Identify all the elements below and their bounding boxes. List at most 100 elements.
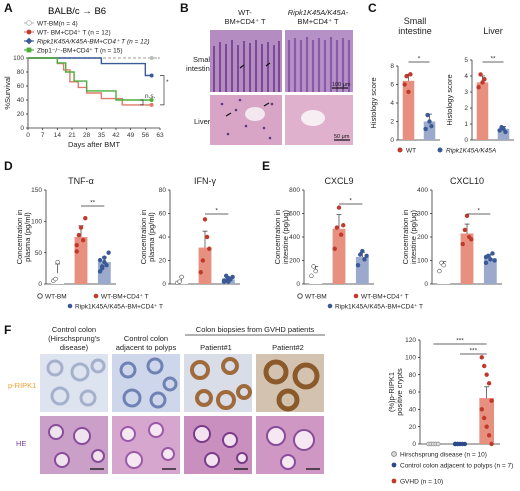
x-axis-label: Days after BMT [68, 140, 121, 149]
histology-image [210, 30, 282, 92]
panel-a: A BALB/c → B6 WT-BM(n = 4) WT- BM+CD4⁺ T… [3, 1, 169, 149]
y-tick-label: 4 [390, 100, 394, 107]
tnf-chart: 0 50 100 150 TNF-α Concentration in plasma (pg… [15, 176, 116, 288]
bar [198, 247, 212, 284]
data-point [406, 89, 411, 95]
histology-liver-wt [210, 95, 282, 145]
panel-c: C 0 2 4 6 8 Small Histology score * intestine 0 1… [368, 1, 514, 155]
data-point [102, 255, 107, 260]
arrow-marker [225, 102, 270, 117]
data-point [341, 223, 346, 228]
data-point [476, 84, 481, 90]
data-point [338, 232, 344, 237]
histology-chart-liver: 0 1 2 3 4 5 Liver Histology score ** [445, 26, 514, 144]
crypt-texture [266, 426, 315, 470]
y-tick-label: 40 [409, 407, 417, 414]
y-tick-label: 600 [289, 211, 300, 218]
sig-label: *** [456, 338, 464, 345]
data-point [464, 213, 470, 219]
data-point [441, 263, 446, 268]
legend-marker-gvhd [391, 478, 397, 484]
panel-f: F Control colon (Hirschsprung's disease)… [4, 323, 513, 486]
histology-image [112, 354, 180, 412]
bar [175, 280, 189, 284]
col-header-ripk1-line2: BM+CD4⁺ T [297, 17, 339, 26]
histology-image [184, 416, 252, 474]
f-header-hirschsprung-1: Control colon [52, 325, 96, 334]
data-point [332, 246, 337, 251]
bar [476, 82, 489, 140]
panel-letter-d: D [4, 159, 13, 173]
data-point [99, 266, 105, 271]
panel-letter-e: E [262, 159, 270, 173]
sig-label: * [215, 208, 218, 215]
legend-marker-wt-cd4 [93, 293, 99, 299]
y-tick-label: 0 [38, 281, 42, 288]
legend-marker-zbp1 [26, 47, 32, 53]
panel-a-legend: WT-BM(n = 4) WT- BM+CD4⁺ T (n = 12) Ripk… [24, 20, 150, 55]
y-tick-label: 2 [464, 105, 468, 112]
crypt-texture [120, 422, 175, 469]
sig-bracket-star [160, 75, 165, 106]
data-point [483, 254, 489, 260]
data-point [489, 441, 494, 447]
f-header-patient1: Patient#1 [200, 343, 232, 352]
y-axis-label: %Survival [3, 76, 12, 110]
survival-chart: 0 7 14 21 28 35 42 49 56 63 0 20 40 60 80 100 Days after… [3, 55, 165, 149]
y-axis-label: (%)p-RIPK1 [387, 372, 396, 412]
cxcl9-chart: 0 200 400 600 800 CXCL9 Concentration in intest… [273, 176, 374, 288]
vessel-texture [301, 110, 325, 126]
sig-label: * [477, 208, 480, 215]
sig-label: ** [90, 200, 96, 207]
sig-bracket-ns [140, 99, 144, 106]
histology-small-intestine-wt [210, 30, 282, 92]
data-point [177, 279, 182, 284]
data-point [484, 424, 489, 429]
y-tick-label: 0 [390, 137, 394, 144]
crypt-texture [193, 425, 248, 468]
survival-end-marker [149, 73, 154, 78]
data-point [200, 258, 206, 263]
survival-line [28, 57, 152, 77]
y-tick-label: 0 [162, 281, 166, 288]
y-tick-label: 400 [417, 187, 428, 194]
y-tick-label: 20 [17, 111, 25, 118]
crypt-texture [190, 357, 252, 410]
data-point [362, 257, 367, 262]
x-tick-label: 7 [41, 132, 45, 139]
y-axis-label: Histology score [445, 74, 454, 125]
data-point [357, 252, 363, 257]
legend-label-hirschsprung: Hirschsprung disease (n = 10) [400, 452, 487, 459]
crypt-texture [263, 359, 320, 412]
data-point [497, 128, 502, 133]
y-tick-label: 6 [390, 82, 394, 89]
legend-label-wt-bm: WT-BM [305, 294, 327, 301]
y-axis-label: Concentration in [273, 210, 282, 265]
chart-title-line2: intestine [398, 26, 432, 36]
data-point [309, 273, 314, 278]
data-point [223, 273, 229, 278]
y-axis-label: intestine (pg/μg) [281, 210, 290, 264]
legend-marker-ripk1 [327, 303, 333, 309]
y-tick-label: 60 [17, 83, 25, 90]
he-image-patient1 [184, 416, 252, 474]
data-point [106, 250, 111, 255]
bar [74, 237, 88, 284]
bar [479, 398, 494, 444]
legend-marker-ripk1 [437, 147, 443, 153]
row-label-liver: Liver [194, 117, 211, 126]
sig-label: ** [490, 56, 496, 63]
data-point [313, 268, 318, 274]
chart-title: Liver [483, 26, 503, 36]
data-point [404, 73, 409, 79]
x-tick-label: 28 [83, 132, 91, 139]
y-tick-label: 50 [35, 250, 43, 257]
y-tick-label: 300 [417, 211, 428, 218]
data-point [83, 216, 88, 221]
sig-label: * [418, 56, 421, 63]
data-point [53, 276, 58, 282]
histology-image [40, 416, 108, 474]
y-tick-label: 0 [464, 137, 468, 144]
